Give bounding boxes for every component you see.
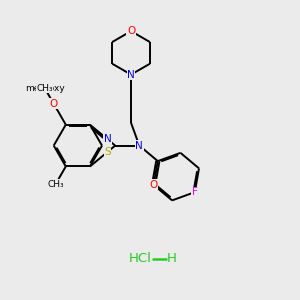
Text: H: H — [167, 252, 177, 266]
Text: N: N — [104, 134, 112, 144]
Text: F: F — [192, 187, 198, 197]
Text: HCl: HCl — [128, 252, 151, 266]
Text: O: O — [127, 26, 135, 36]
Text: N: N — [135, 141, 143, 151]
Text: CH₃: CH₃ — [47, 180, 64, 189]
Text: methoxy: methoxy — [45, 87, 51, 88]
Text: S: S — [104, 147, 111, 157]
Text: N: N — [127, 70, 135, 80]
Text: O: O — [149, 180, 158, 190]
Text: methoxy: methoxy — [25, 84, 64, 93]
Text: O: O — [50, 99, 58, 109]
Text: CH₃: CH₃ — [36, 84, 53, 93]
